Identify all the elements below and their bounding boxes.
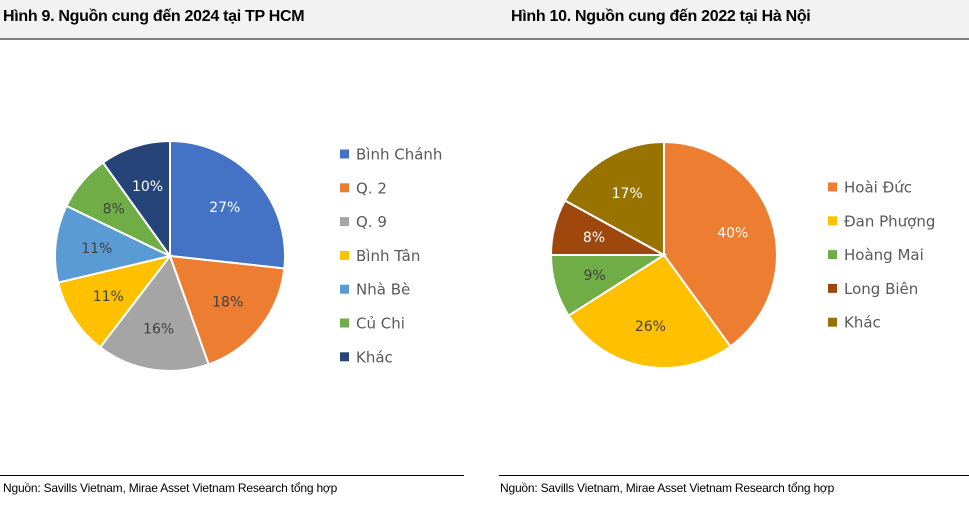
legend-swatch [340,284,349,294]
legend-swatch [828,182,837,192]
legend-label: Hoàng Mai [844,246,924,264]
legend-swatch [340,183,349,193]
pie-slice [169,139,286,270]
pie-slice [101,139,171,260]
pie-slice [98,253,210,372]
figure-9-source: Nguồn: Savills Vietnam, Mirae Asset Viet… [3,481,338,495]
legend-label: Đan Phượng [844,212,935,230]
pie-slice [563,140,665,257]
legend-swatch [340,352,349,362]
legend-label: Long Biên [844,280,918,298]
pie-data-label: 11% [93,289,124,305]
legend-label: Củ Chi [356,315,405,333]
legend-swatch [340,250,349,260]
pie-data-label: 26% [635,319,666,335]
pie-data-label: 8% [583,230,605,246]
header-divider [0,38,969,40]
legend-label: Hoài Đức [844,179,912,197]
figure-10-title: Hình 10. Nguồn cung đến 2022 tại Hà Nội [511,8,811,25]
pie-slice [56,254,173,349]
legend-label: Khác [844,314,881,332]
pie-slice [168,254,286,366]
pie-slice [54,204,173,284]
legend-label: Q. 2 [356,179,387,197]
legend-label: Bình Chánh [356,146,442,164]
pie-data-label: 9% [583,268,605,284]
legend-label: Nhà Bè [356,281,410,299]
legend-label: Bình Tân [356,247,420,265]
pie-data-label: 16% [143,322,174,338]
pie-charts: 27% 18% 16% 11% 11% 8% 10% Bình Chánh Q. 2 Q. 9 Bì… [54,139,935,372]
legend-swatch [340,217,349,227]
hcm-supply-pie-chart: 27% 18% 16% 11% 11% 8% 10% Bình Chánh Q. 2 Q. 9 Bì… [54,139,442,372]
hanoi-supply-pie-chart: 40% 26% 9% 8% 17% Hoài Đức Đan Phượng Hoàng Mai… [549,140,935,369]
pie-data-label: 40% [717,226,748,242]
legend-swatch [828,283,837,293]
figure-10-source: Nguồn: Savills Vietnam, Mirae Asset Viet… [500,481,835,495]
figure-9-title: Hình 9. Nguồn cung đến 2024 tại TP HCM [3,8,305,25]
header-band [0,0,969,38]
pie-data-label: 18% [212,295,243,311]
pie-data-label: 17% [612,186,643,202]
legend-swatch [340,149,349,159]
pie-data-label: 8% [103,202,125,218]
footer-divider-left [0,475,464,476]
legend-swatch [340,318,349,328]
legend-swatch [828,216,837,226]
footer-divider-right [499,475,969,476]
pie-data-label: 27% [209,200,240,216]
legend-swatch [828,317,837,327]
pie-slice [663,140,778,348]
pie-data-label: 11% [81,241,112,257]
legend-label: Khác [356,348,393,366]
pie-data-label: 10% [132,179,163,195]
legend-swatch [828,250,837,260]
pie-slice [567,253,732,369]
legend-label: Q. 9 [356,213,387,231]
